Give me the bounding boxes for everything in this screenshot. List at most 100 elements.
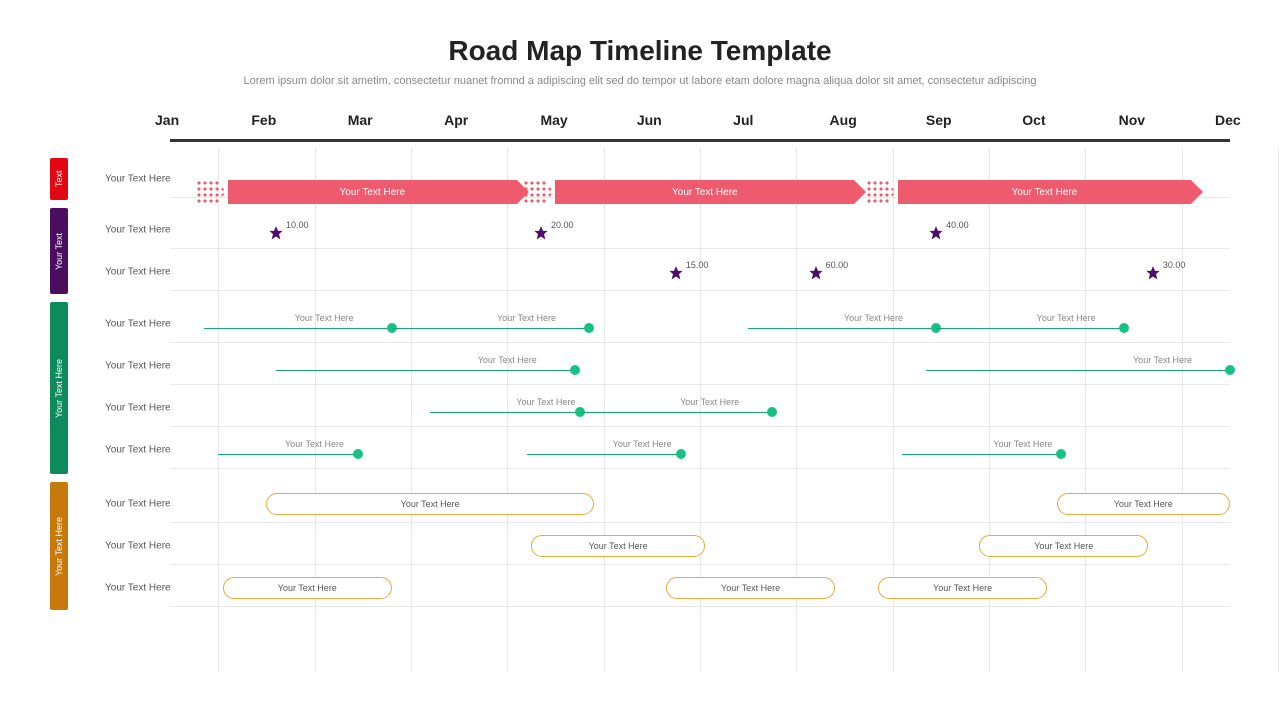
grid-line (1278, 148, 1279, 672)
row-divider (170, 522, 1230, 523)
star-label: 40.00 (946, 220, 969, 230)
timeline-pill: Your Text Here (1057, 493, 1230, 515)
month-label: Jul (733, 112, 753, 128)
grid-line (1085, 148, 1086, 672)
grid-line (1182, 148, 1183, 672)
row-divider (170, 564, 1230, 565)
progress-line (936, 328, 1124, 329)
month-label: Sep (926, 112, 952, 128)
month-label: Feb (251, 112, 276, 128)
row-label: Your Text Here (105, 583, 171, 594)
progress-label: Your Text Here (478, 355, 537, 365)
star-marker (808, 266, 824, 287)
progress-label: Your Text Here (516, 397, 575, 407)
progress-label: Your Text Here (497, 313, 556, 323)
timeline-pill: Your Text Here (979, 535, 1148, 557)
timeline-pill: Your Text Here (531, 535, 704, 557)
progress-line (392, 328, 590, 329)
progress-line (926, 370, 1230, 371)
progress-dot (570, 365, 580, 375)
star-marker (928, 226, 944, 247)
section-tab: Your Text Here (50, 302, 68, 474)
chart-title: Road Map Timeline Template (40, 35, 1240, 67)
row-label: Your Text Here (105, 541, 171, 552)
progress-label: Your Text Here (1037, 313, 1096, 323)
month-label: Jan (155, 112, 179, 128)
row-divider (170, 248, 1230, 249)
progress-line (902, 454, 1061, 455)
row-label: Your Text Here (105, 499, 171, 510)
star-marker (1145, 266, 1161, 287)
progress-label: Your Text Here (613, 439, 672, 449)
section-tab: Your Text (50, 208, 68, 294)
progress-dot (1119, 323, 1129, 333)
progress-label: Your Text Here (1133, 355, 1192, 365)
progress-line (430, 412, 579, 413)
row-divider (170, 426, 1230, 427)
timeline-chart: JanFebMarAprMayJunJulAugSepOctNovDecText… (50, 112, 1230, 672)
row-divider (170, 290, 1230, 291)
grid-line (604, 148, 605, 672)
progress-dot (767, 407, 777, 417)
star-label: 60.00 (826, 260, 849, 270)
timeline-arrow: Your Text Here (898, 180, 1192, 204)
month-label: Apr (444, 112, 468, 128)
row-divider (170, 606, 1230, 607)
star-label: 10.00 (286, 220, 309, 230)
row-label: Your Text Here (105, 174, 171, 185)
arrow-tail (866, 180, 896, 204)
progress-dot (353, 449, 363, 459)
month-label: Oct (1022, 112, 1045, 128)
progress-line (748, 328, 936, 329)
row-label: Your Text Here (105, 361, 171, 372)
month-label: May (540, 112, 567, 128)
row-divider (170, 342, 1230, 343)
progress-label: Your Text Here (680, 397, 739, 407)
progress-line (204, 328, 392, 329)
arrow-tail (196, 180, 226, 204)
star-marker (268, 226, 284, 247)
month-label: Nov (1119, 112, 1145, 128)
progress-dot (676, 449, 686, 459)
star-label: 15.00 (686, 260, 709, 270)
timeline-arrow: Your Text Here (555, 180, 854, 204)
star-marker (533, 226, 549, 247)
star-label: 20.00 (551, 220, 574, 230)
month-label: Dec (1215, 112, 1241, 128)
row-label: Your Text Here (105, 267, 171, 278)
row-label: Your Text Here (105, 403, 171, 414)
progress-line (527, 454, 681, 455)
month-label: Jun (637, 112, 662, 128)
arrow-tail (523, 180, 553, 204)
chart-subtitle: Lorem ipsum dolor sit ametim, consectetu… (40, 75, 1240, 87)
row-label: Your Text Here (105, 319, 171, 330)
timeline-pill: Your Text Here (666, 577, 835, 599)
grid-line (507, 148, 508, 672)
row-label: Your Text Here (105, 445, 171, 456)
star-label: 30.00 (1163, 260, 1186, 270)
row-label: Your Text Here (105, 225, 171, 236)
progress-dot (584, 323, 594, 333)
timeline-pill: Your Text Here (878, 577, 1047, 599)
row-divider (170, 384, 1230, 385)
progress-dot (1056, 449, 1066, 459)
months-header: JanFebMarAprMayJunJulAugSepOctNovDec (170, 112, 1230, 142)
timeline-arrow: Your Text Here (228, 180, 517, 204)
progress-label: Your Text Here (993, 439, 1052, 449)
progress-line (218, 454, 358, 455)
grid-line (411, 148, 412, 672)
section-tab: Your Text Here (50, 482, 68, 610)
star-marker (668, 266, 684, 287)
timeline-pill: Your Text Here (266, 493, 594, 515)
progress-line (580, 412, 773, 413)
progress-label: Your Text Here (844, 313, 903, 323)
month-label: Aug (830, 112, 857, 128)
grid-line (218, 148, 219, 672)
progress-label: Your Text Here (285, 439, 344, 449)
progress-label: Your Text Here (295, 313, 354, 323)
section-tab: Text (50, 158, 68, 200)
timeline-pill: Your Text Here (223, 577, 392, 599)
progress-dot (1225, 365, 1235, 375)
row-divider (170, 468, 1230, 469)
progress-line (276, 370, 575, 371)
